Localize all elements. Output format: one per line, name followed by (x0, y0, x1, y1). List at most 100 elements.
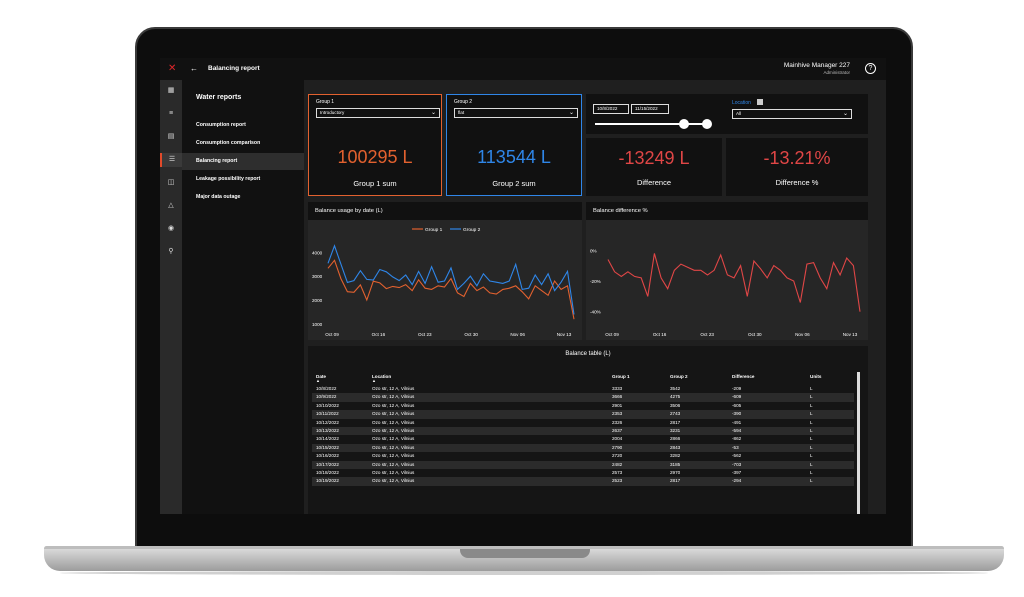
table-cell: 10/15/2022 (312, 443, 368, 453)
location-dropdown[interactable]: All ⌄ (732, 109, 852, 119)
x-tick-label: Oct 09 (605, 332, 619, 337)
y-tick-label: 3000 (312, 274, 323, 279)
brand-logo-icon[interactable]: ✕ (168, 63, 177, 74)
balance-usage-line-chart: 1000 2000 3000 4000 Oct 09 Oct 16 Oct 23 Oct 30… (312, 227, 575, 337)
table-row[interactable]: 10/17/2022 Ozo str, 12 A, Vilnius 2482 3185… (312, 460, 854, 470)
table-cell: Ozo str, 12 A, Vilnius (372, 402, 415, 408)
col-units[interactable]: Units (810, 374, 822, 379)
group1-dropdown[interactable]: Introductory ⌄ (316, 108, 440, 118)
table-cell: 2817 (670, 419, 681, 425)
x-tick-label: Nov 13 (557, 332, 572, 337)
slider-end-handle[interactable] (702, 119, 712, 129)
table-icon[interactable]: ☰ (160, 153, 182, 167)
chart1-body: 1000 2000 3000 4000 Oct 09 Oct 16 Oct 23 Oct 30… (308, 220, 582, 340)
bell-icon[interactable]: △ (168, 202, 174, 209)
table-row[interactable]: 10/16/2022 Ozo str, 12 A, Vilnius 2720 3282… (312, 452, 854, 460)
table-row[interactable]: 10/13/2022 Ozo str, 12 A, Vilnius 2637 3231… (312, 427, 854, 436)
balance-difference-line-chart: 0% -20% -40% Oct 09 Oct 16 Oct 23 Oct 30 Nov 06… (590, 248, 861, 337)
table-cell: 2817 (666, 477, 728, 486)
difference-pct-value: -13.21% (763, 148, 831, 168)
col-group2[interactable]: Group 2 (670, 374, 688, 379)
table-row[interactable]: 10/12/2022 Ozo str, 12 A, Vilnius 2326 2817… (312, 419, 854, 427)
table-row[interactable]: 10/19/2022 Ozo str, 12 A, Vilnius 2523 2817… (312, 477, 854, 486)
sidebar-item-leakage-possibility-report[interactable]: Leakage possibility report (196, 176, 261, 182)
table-title: Balance table (L) (565, 351, 611, 357)
sidebar-item-major-data-outage[interactable]: Major data outage (196, 194, 241, 200)
sidebar-item-consumption-report[interactable]: Consumption report (196, 122, 246, 128)
date-from-input[interactable]: 10/8/2022 (593, 104, 629, 114)
user-info[interactable]: Mainhive Manager 227 Administrator (784, 62, 850, 76)
table-cell: 10/16/2022 (316, 453, 339, 459)
col-difference[interactable]: Difference (732, 374, 755, 379)
layers-icon[interactable]: ◫ (167, 179, 175, 186)
table-cell: Ozo str, 12 A, Vilnius (372, 436, 415, 442)
y-tick-label: 1000 (312, 322, 323, 327)
table-cell: L (806, 443, 854, 453)
difference-card: -13249 L Difference (586, 138, 722, 196)
table-cell: 10/14/2022 (316, 436, 339, 442)
table-cell: 10/11/2022 (312, 410, 368, 419)
laptop-base (44, 549, 1004, 571)
col-location-label: Location (372, 374, 392, 379)
difference-value: -13249 L (618, 148, 690, 168)
table-row[interactable]: 10/18/2022 Ozo str, 12 A, Vilnius 2573 2970… (312, 469, 854, 477)
table-scrollbar[interactable] (857, 372, 860, 514)
table-cell: Ozo str, 12 A, Vilnius (372, 419, 415, 425)
x-tick-label: Oct 23 (418, 332, 432, 337)
calendar-icon[interactable] (757, 99, 763, 105)
table-cell: 3231 (666, 427, 728, 436)
table-cell: 2004 (612, 436, 623, 442)
balance-usage-chart-card: Balance usage by date (L) 1000 2000 3000 40… (308, 202, 582, 340)
chevron-down-icon: ⌄ (842, 111, 848, 117)
user-icon[interactable]: ⚲ (168, 248, 174, 255)
date-range-slider[interactable] (595, 123, 707, 125)
back-arrow-icon[interactable]: ← (190, 64, 198, 73)
legend-label: Group 1 (425, 227, 443, 233)
col-date[interactable]: Date ▲ (312, 372, 368, 385)
table-row[interactable]: 10/9/2022 Ozo str, 12 A, Vilnius 3666 4275-… (312, 393, 854, 402)
group2-dropdown[interactable]: flat ⌄ (454, 108, 578, 118)
table-cell: -862 (732, 436, 742, 442)
help-icon[interactable]: ? (865, 63, 876, 74)
sidebar-item-consumption-comparison[interactable]: Consumption comparison (196, 140, 261, 146)
difference-pct-caption: Difference % (775, 178, 819, 187)
series-line-1[interactable] (607, 253, 861, 312)
date-to-input[interactable]: 11/15/2022 (631, 104, 669, 114)
table-cell: -390 (728, 410, 806, 419)
table-row[interactable]: 10/8/2022 Ozo str, 12 A, Vilnius 3333 3542 -… (312, 385, 854, 393)
laptop-shadow (60, 571, 988, 575)
sidebar-item-balancing-report[interactable]: Balancing report (182, 153, 304, 170)
x-tick-label: Oct 30 (464, 332, 478, 337)
table-cell: 10/19/2022 (312, 477, 368, 486)
settings-icon[interactable]: ◉ (167, 225, 175, 232)
x-tick-label: Oct 16 (372, 332, 386, 337)
col-location[interactable]: Location ▲ (368, 372, 608, 385)
table-cell: 3333 (612, 386, 623, 391)
legend-label: Group 2 (463, 227, 481, 233)
series-line-1[interactable] (327, 259, 575, 320)
table-cell: -209 (732, 386, 742, 391)
list-icon[interactable]: ≡ (168, 110, 174, 117)
table-row[interactable]: 10/10/2022 Ozo str, 12 A, Vilnius 2901 3506… (312, 402, 854, 410)
col-group1[interactable]: Group 1 (612, 374, 630, 379)
chart1-title: Balance usage by date (L) (315, 208, 383, 214)
series-line-2[interactable] (327, 244, 575, 315)
grid-icon[interactable]: ▦ (167, 87, 175, 94)
table-cell: 2482 (608, 460, 666, 470)
y-tick-label: 2000 (312, 298, 323, 303)
y-tick-label: 4000 (312, 250, 323, 255)
table-cell: L (806, 427, 854, 436)
table-cell: L (810, 470, 813, 476)
chart-icon[interactable]: ▤ (167, 133, 175, 140)
table-cell: L (810, 436, 813, 442)
reports-sidebar: Water reports Consumption report Consump… (182, 80, 304, 514)
table-row[interactable]: 10/15/2022 Ozo str, 12 A, Vilnius 2790 2843… (312, 443, 854, 453)
x-tick-label: Nov 06 (510, 332, 525, 337)
table-row[interactable]: 10/14/2022 Ozo str, 12 A, Vilnius 2004 2866… (312, 435, 854, 443)
table-row[interactable]: 10/11/2022 Ozo str, 12 A, Vilnius 2353 2743… (312, 410, 854, 419)
table-cell: 2901 (612, 402, 623, 408)
group1-card: Group 1 Introductory ⌄ 100295 L Group 1 s… (308, 94, 442, 196)
slider-start-handle[interactable] (679, 119, 689, 129)
table-cell: 10/8/2022 (316, 386, 337, 391)
table-cell: -594 (728, 427, 806, 436)
